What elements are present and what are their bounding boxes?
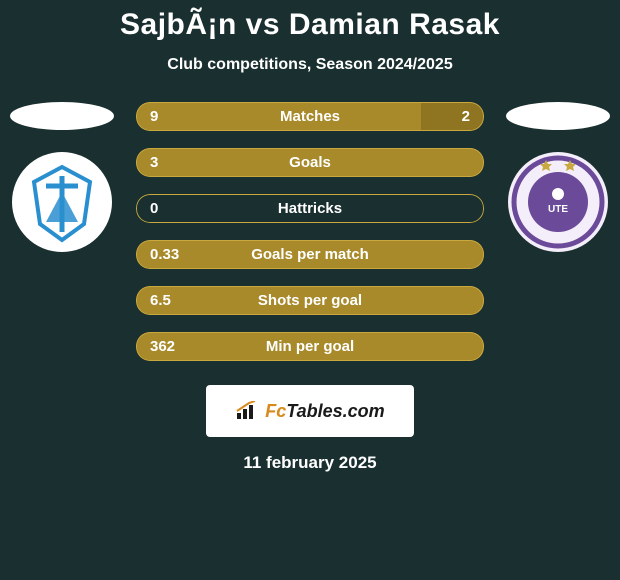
stat-bar: 6.5 Shots per goal [136,286,484,315]
brand-prefix: Fc [265,401,286,421]
stats-column: 9 2 Matches 3 Goals 0 Hattricks 0.33 Goals per m… [136,102,484,361]
stat-bar: 3 Goals [136,148,484,177]
stat-fill-right [421,102,484,131]
stat-bar: 0 Hattricks [136,194,484,223]
stat-label: Goals per match [251,246,369,263]
footer-date: 11 february 2025 [0,453,620,473]
stat-label: Goals [289,154,331,171]
right-player-oval [506,102,610,130]
stat-value-left: 0.33 [150,246,179,263]
chart-icon [235,401,259,421]
source-badge: FcTables.com [206,385,414,437]
left-club-icon [12,152,112,252]
stat-fill-left [136,102,421,131]
left-club-badge [12,152,112,252]
stat-label: Matches [280,108,340,125]
stat-bar: 0.33 Goals per match [136,240,484,269]
right-club-icon: UTE [508,152,608,252]
stat-bar: 362 Min per goal [136,332,484,361]
right-club-badge: UTE [508,152,608,252]
stat-value-left: 362 [150,338,175,355]
stat-value-left: 0 [150,200,158,217]
page-title: SajbÃ¡n vs Damian Rasak [0,8,620,42]
stat-value-right: 2 [462,108,470,125]
stat-label: Min per goal [266,338,354,355]
stat-bar: 9 2 Matches [136,102,484,131]
stat-value-left: 9 [150,108,158,125]
source-brand: FcTables.com [265,401,384,422]
stat-value-left: 3 [150,154,158,171]
stat-label: Shots per goal [258,292,362,309]
subtitle: Club competitions, Season 2024/2025 [0,56,620,74]
brand-suffix: Tables.com [286,401,384,421]
right-player-column: UTE [502,102,614,252]
left-player-oval [10,102,114,130]
svg-text:UTE: UTE [548,204,568,215]
left-player-column [6,102,118,252]
main-row: 9 2 Matches 3 Goals 0 Hattricks 0.33 Goals per m… [0,102,620,361]
comparison-infographic: SajbÃ¡n vs Damian Rasak Club competition… [0,0,620,473]
stat-value-left: 6.5 [150,292,171,309]
stat-label: Hattricks [278,200,342,217]
